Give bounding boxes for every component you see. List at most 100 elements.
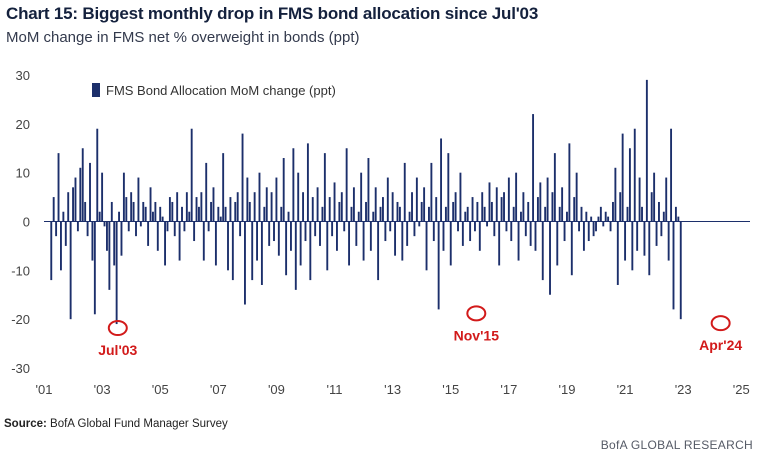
bar [352,187,355,222]
bar [81,148,84,222]
bar [672,221,675,310]
bar [137,177,140,222]
bar [166,221,169,232]
bar [679,221,682,320]
bar [522,192,525,222]
bar [190,128,193,222]
bar [263,206,266,222]
bar [91,221,94,261]
bar [67,192,70,222]
bar [135,221,137,237]
bar [667,221,670,261]
bar [217,206,220,222]
bar [229,197,232,222]
bar [558,206,561,222]
bar [394,221,397,256]
bar [541,221,544,281]
bar [645,79,648,222]
bar [653,172,656,222]
bar [384,221,387,242]
bar [638,177,641,222]
x-tick-label: '21 [617,382,634,397]
x-tick-label: '13 [384,382,401,397]
bar [84,201,87,222]
annotation-circle [466,305,487,322]
bar [374,187,377,222]
bar [503,192,505,222]
bar [171,201,174,222]
bar [273,221,275,242]
bar [328,197,331,222]
bar [314,221,317,237]
bar [168,197,171,222]
bar [156,221,159,251]
bar [57,153,60,222]
bar [103,221,106,227]
bar [147,221,150,246]
bar [277,221,280,256]
bar [280,206,283,222]
bar [120,221,123,256]
bar [585,211,588,222]
bar [527,201,530,222]
x-tick-label: '17 [500,382,517,397]
bar [106,221,108,251]
bar [658,201,660,222]
bar [411,192,413,222]
annotation-circle [710,315,731,332]
bar [612,201,614,222]
bar [118,211,120,222]
bar [449,221,452,266]
bar [348,221,351,266]
bar [464,211,467,222]
bar [561,187,564,222]
source-text: BofA Global Fund Manager Survey [50,418,228,430]
bar [188,211,191,222]
bar [619,192,622,222]
bar [595,221,597,232]
bar [604,211,607,222]
bar [139,221,142,227]
bar [319,221,321,246]
bar [62,211,65,222]
bar [76,221,79,232]
bar [626,206,629,222]
bar [490,201,493,222]
bar [93,221,96,315]
bar [420,201,423,222]
bar [372,211,375,222]
y-tick-label: 10 [16,166,30,181]
bar [164,221,166,266]
bar [362,221,365,261]
legend-swatch [92,83,100,97]
x-tick-label: '07 [210,382,227,397]
bar [178,221,181,261]
bar [670,128,673,222]
bar [338,201,341,222]
bar [483,206,486,222]
brand-footer: BofA GLOBAL RESEARCH [600,438,753,452]
bar [551,192,554,222]
bar [207,221,210,232]
bar [580,206,583,222]
bar [256,221,258,261]
bar [258,172,261,222]
bar [299,221,302,266]
x-tick-label: '15 [442,382,459,397]
source-label: Source: [4,418,47,430]
bar [440,138,443,222]
bar [367,158,370,222]
bar [265,187,268,222]
bar [275,177,278,222]
bar [110,201,113,222]
bar [297,172,300,222]
bar [524,221,527,237]
y-tick-label: -20 [11,312,30,327]
bar [193,221,196,242]
y-tick-label: -10 [11,263,30,278]
bar [382,197,384,222]
bar [457,221,459,232]
bar [89,162,91,222]
bar [403,162,406,222]
bar [568,143,571,222]
